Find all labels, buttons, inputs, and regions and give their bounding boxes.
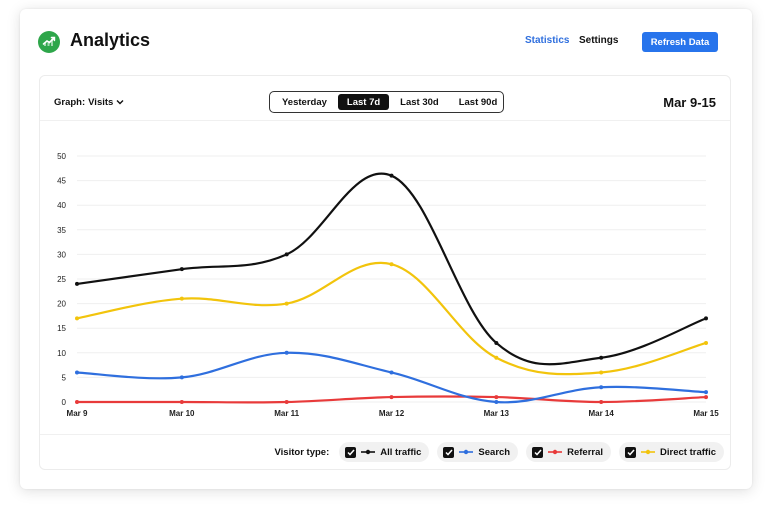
data-point-search[interactable]	[75, 370, 79, 375]
range-last-30d[interactable]: Last 30d	[400, 96, 439, 108]
y-tick-label: 0	[62, 398, 67, 407]
x-tick-label: Mar 15	[693, 409, 719, 418]
graph-label: Graph:	[54, 97, 86, 108]
checkbox-checked-icon	[625, 446, 637, 458]
data-point-direct-traffic[interactable]	[704, 340, 708, 345]
graph-selector[interactable]: Graph: Visits	[54, 97, 124, 108]
line-marker-icon	[548, 449, 563, 455]
checkbox-checked-icon	[345, 446, 357, 458]
y-tick-label: 20	[57, 300, 66, 309]
line-marker-icon	[459, 449, 474, 455]
data-point-direct-traffic[interactable]	[179, 296, 184, 301]
checkbox-checked-icon	[443, 446, 455, 458]
checkbox-checked-icon	[532, 446, 544, 458]
x-tick-label: Mar 14	[588, 409, 614, 418]
x-tick-label: Mar 12	[379, 409, 405, 418]
data-point-direct-traffic[interactable]	[494, 355, 499, 360]
data-point-all-traffic[interactable]	[179, 267, 184, 272]
legend-label: Direct traffic	[660, 446, 716, 458]
data-point-all-traffic[interactable]	[704, 316, 708, 321]
legend-label: Referral	[567, 446, 604, 458]
x-tick-label: Mar 13	[484, 409, 510, 418]
divider	[40, 120, 730, 121]
data-point-referral[interactable]	[75, 400, 79, 404]
data-point-direct-traffic[interactable]	[75, 316, 79, 321]
x-tick-label: Mar 9	[67, 409, 88, 418]
line-chart: 0 5 10 15 20 25 30 35 40 45 50 Mar 9 Mar 10 Mar 11 Mar…	[57, 152, 719, 418]
y-tick-label: 45	[57, 177, 66, 186]
legend-label: All traffic	[380, 446, 422, 458]
data-point-referral[interactable]	[284, 400, 289, 404]
legend-chip-all-traffic[interactable]: All traffic	[339, 442, 430, 462]
data-point-search[interactable]	[389, 370, 394, 375]
legend-label: Search	[478, 446, 511, 458]
data-point-referral[interactable]	[599, 400, 604, 404]
data-point-all-traffic[interactable]	[599, 355, 604, 360]
divider	[40, 434, 730, 435]
data-point-all-traffic[interactable]	[494, 340, 499, 345]
data-point-referral[interactable]	[179, 400, 184, 404]
nav-statistics[interactable]: Statistics	[525, 35, 570, 46]
data-point-direct-traffic[interactable]	[284, 301, 289, 306]
data-point-search[interactable]	[284, 350, 289, 355]
legend-chip-referral[interactable]: Referral	[526, 442, 612, 462]
data-point-referral[interactable]	[704, 395, 708, 400]
graph-value: Visits	[88, 97, 114, 108]
y-tick-label: 10	[57, 349, 66, 358]
data-point-direct-traffic[interactable]	[389, 262, 394, 267]
data-point-all-traffic[interactable]	[389, 173, 394, 178]
legend-chip-search[interactable]: Search	[437, 442, 519, 462]
data-point-all-traffic[interactable]	[284, 252, 289, 257]
y-tick-label: 50	[57, 152, 66, 161]
y-tick-label: 5	[62, 373, 67, 382]
legend-chip-direct-traffic[interactable]: Direct traffic	[619, 442, 724, 462]
range-yesterday[interactable]: Yesterday	[282, 96, 327, 108]
data-point-search[interactable]	[599, 385, 604, 390]
y-tick-label: 15	[57, 324, 66, 333]
y-tick-label: 30	[57, 250, 66, 259]
chart-panel: Graph: Visits Yesterday Last 7d Last 30d…	[39, 75, 731, 470]
data-point-direct-traffic[interactable]	[599, 370, 604, 375]
chevron-down-icon	[116, 97, 124, 108]
line-marker-icon	[361, 449, 376, 455]
y-tick-label: 35	[57, 226, 66, 235]
data-point-search[interactable]	[494, 400, 499, 404]
legend: Visitor type: All traffic Search	[274, 442, 724, 462]
y-tick-label: 40	[57, 201, 66, 210]
date-range-toggle: Yesterday Last 7d Last 30d Last 90d	[269, 91, 504, 113]
date-range-label: Mar 9-15	[663, 95, 716, 110]
growth-chart-icon	[38, 31, 60, 53]
x-tick-label: Mar 11	[274, 409, 299, 418]
app-title: Analytics	[70, 30, 151, 50]
legend-title: Visitor type:	[274, 446, 330, 458]
analytics-card: Analytics Statistics Settings Refresh Da…	[20, 9, 752, 489]
data-point-all-traffic[interactable]	[75, 281, 79, 286]
range-last-90d[interactable]: Last 90d	[458, 96, 498, 108]
range-last-7d[interactable]: Last 7d	[337, 94, 390, 110]
nav-settings[interactable]: Settings	[579, 35, 619, 46]
refresh-data-button[interactable]: Refresh Data	[642, 32, 718, 52]
series-line-direct-traffic	[75, 261, 708, 376]
series-line-all-traffic	[75, 172, 708, 366]
x-tick-label: Mar 10	[169, 409, 195, 418]
data-point-search[interactable]	[704, 390, 708, 395]
data-point-referral[interactable]	[389, 395, 394, 400]
y-tick-label: 25	[57, 275, 66, 284]
data-point-referral[interactable]	[494, 395, 499, 400]
data-point-search[interactable]	[179, 375, 184, 380]
line-marker-icon	[641, 449, 656, 455]
